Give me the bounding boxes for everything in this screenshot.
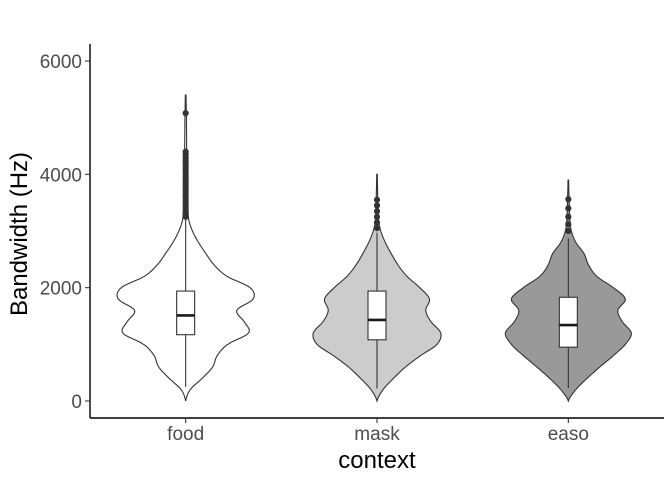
outlier-point — [182, 110, 189, 117]
outlier-point — [373, 213, 381, 220]
outlier-point — [373, 208, 381, 215]
y-axis-title: Bandwidth (Hz) — [6, 152, 33, 316]
outlier-point — [373, 225, 381, 232]
x-tick-label-food: food — [167, 424, 204, 445]
violin-group-food — [116, 94, 255, 402]
y-tick-label: 2000 — [40, 279, 82, 300]
outlier-point — [182, 148, 189, 155]
outlier-point — [373, 196, 381, 203]
y-tick-label: 0 — [71, 392, 82, 413]
y-axis-ticks: 0 2000 4000 6000 — [40, 52, 90, 413]
plot-area — [116, 94, 632, 403]
outlier-point — [565, 221, 572, 228]
outlier-point — [565, 213, 572, 220]
box-food — [176, 290, 196, 336]
box-easo — [558, 296, 578, 348]
x-axis-ticks: food mask easo — [167, 418, 589, 445]
outlier-point — [565, 205, 572, 212]
outlier-point — [373, 219, 381, 226]
outlier-point — [373, 202, 381, 209]
y-tick-label: 6000 — [40, 52, 82, 73]
outlier-point — [565, 196, 572, 203]
box-mask — [367, 290, 387, 341]
x-tick-label-mask: mask — [354, 424, 400, 445]
violin-group-easo — [504, 179, 632, 403]
y-tick-label: 4000 — [40, 165, 82, 186]
x-tick-label-easo: easo — [548, 424, 589, 445]
x-axis-title: context — [338, 447, 416, 474]
outlier-point — [565, 227, 572, 235]
violin-group-mask — [312, 173, 442, 403]
